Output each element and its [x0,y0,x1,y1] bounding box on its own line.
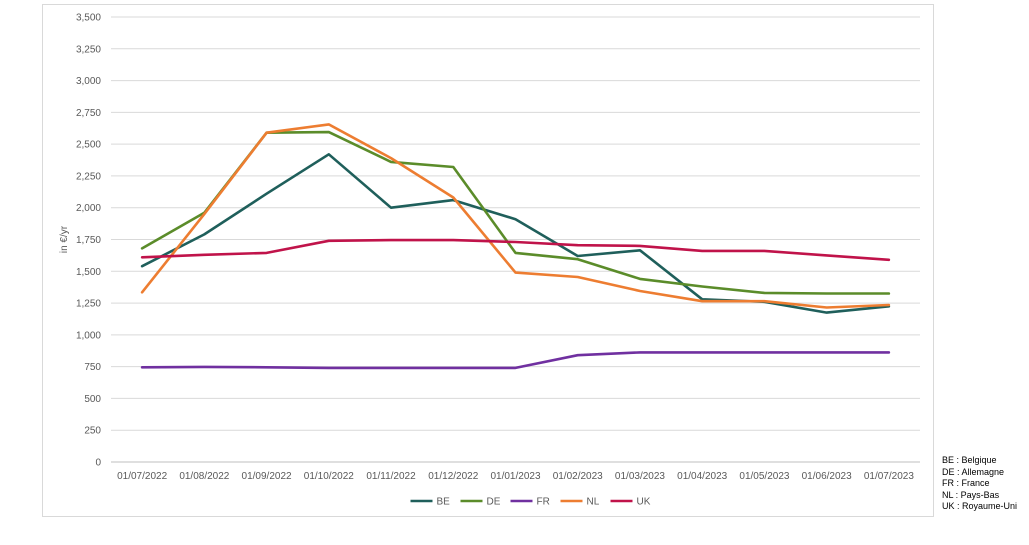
y-tick-label: 3,500 [76,13,101,24]
x-tick-label: 01/12/2022 [428,471,478,482]
x-tick-label: 01/01/2023 [490,471,540,482]
chart-frame: 0 250 500 750 1,000 1,250 1,500 1,750 2,000 2,250… [42,4,934,517]
y-tick-label: 1,250 [76,299,101,310]
y-axis-label: in €/yr [59,225,70,253]
abbrev-fr: FR : France [942,478,990,489]
legend-label-fr: FR [537,497,550,508]
legend-label-de: DE [487,497,501,508]
y-tick-label: 500 [84,394,101,405]
series-line-de [140,130,891,295]
series-line-be [140,153,891,314]
y-tick-label: 250 [84,426,101,437]
y-tick-label: 1,500 [76,267,101,278]
x-tick-label: 01/09/2022 [242,471,292,482]
y-tick-label: 1,750 [76,235,101,246]
series-line-nl [140,123,891,309]
legend-label-uk: UK [637,497,651,508]
y-tick-label: 2,500 [76,140,101,151]
y-tick-label: 2,750 [76,108,101,119]
x-tick-label: 01/04/2023 [677,471,727,482]
x-tick-label: 01/02/2023 [553,471,603,482]
series-line-fr [140,351,891,370]
country-abbreviation-key: BE : Belgique DE : Allemagne FR : France… [942,455,1028,513]
x-tick-label: 01/08/2022 [179,471,229,482]
legend-label-be: BE [437,497,451,508]
y-tick-label: 3,000 [76,76,101,87]
abbrev-uk: UK : Royaume-Uni [942,501,1018,512]
x-tick-label: 01/07/2022 [117,471,167,482]
y-tick-label: 2,000 [76,203,101,214]
x-tick-label: 01/05/2023 [739,471,789,482]
series-line-uk [140,238,891,262]
x-tick-label: 01/10/2022 [304,471,354,482]
x-tick-label: 01/03/2023 [615,471,665,482]
y-tick-label: 2,250 [76,171,101,182]
legend-label-nl: NL [587,497,600,508]
y-tick-label: 3,250 [76,44,101,55]
abbrev-de: DE : Allemagne [942,466,1005,477]
y-tick-label: 750 [84,362,101,373]
x-tick-label: 01/07/2023 [864,471,914,482]
abbrev-nl: NL : Pays-Bas [942,489,1000,500]
y-tick-label: 0 [95,458,101,469]
x-tick-label: 01/06/2023 [802,471,852,482]
x-tick-label: 01/11/2022 [366,471,416,482]
abbrev-be: BE : Belgique [942,455,997,465]
y-tick-label: 1,000 [76,330,101,341]
line-chart: 0 250 500 750 1,000 1,250 1,500 1,750 2,000 2,250… [59,13,920,508]
